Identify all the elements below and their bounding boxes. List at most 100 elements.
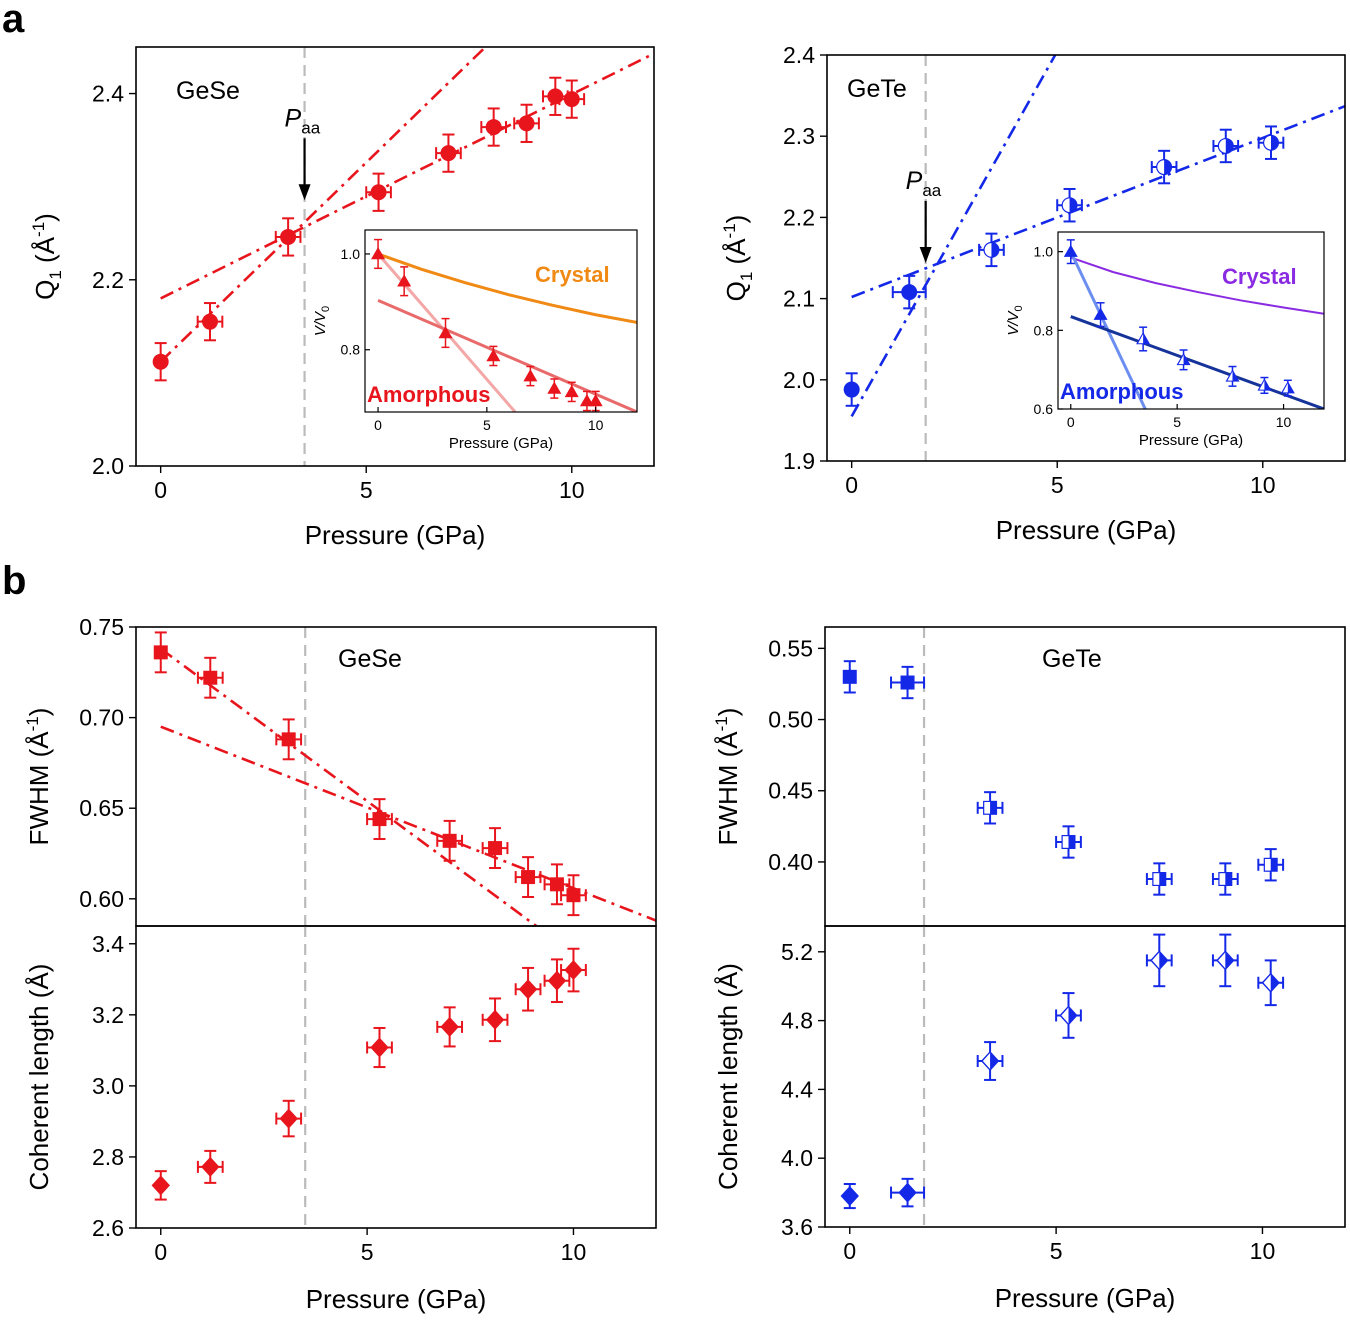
y-tick-label: 0.55 bbox=[768, 635, 813, 661]
amorphous-fit-shallow bbox=[1070, 315, 1324, 409]
x-tick-label: 0 bbox=[154, 1239, 167, 1265]
x-axis-label: Pressure (GPa) bbox=[306, 1284, 487, 1314]
amorphous-label: Amorphous bbox=[367, 382, 490, 407]
inset-x-tick-label: 5 bbox=[1173, 414, 1181, 430]
data-point-half bbox=[1157, 160, 1165, 174]
data-point-half bbox=[984, 802, 991, 814]
y-tick-label: 3.2 bbox=[92, 1002, 124, 1028]
inset-x-tick-label: 10 bbox=[1276, 414, 1292, 430]
y-axis-label: Q1 (Å-1) bbox=[29, 213, 65, 300]
data-point bbox=[566, 888, 581, 903]
paa-label: Paa bbox=[285, 104, 321, 137]
y-axis-label: Coherent length (Å) bbox=[713, 963, 743, 1190]
y-tick-label: 3.4 bbox=[92, 931, 124, 957]
plot-frame bbox=[824, 925, 1346, 1228]
data-point bbox=[370, 184, 387, 201]
data-point bbox=[485, 119, 502, 136]
inset-point-half bbox=[1282, 383, 1288, 393]
data-point bbox=[440, 1016, 459, 1037]
x-tick-label: 10 bbox=[559, 477, 585, 503]
data-point bbox=[442, 833, 457, 848]
plot-frame bbox=[135, 46, 655, 467]
inset-y-tick-label: 1.0 bbox=[341, 246, 361, 262]
y-tick-label: 0.65 bbox=[79, 795, 124, 821]
y-tick-label: 3.6 bbox=[781, 1214, 813, 1240]
inset-y-tick-label: 1.0 bbox=[1034, 244, 1054, 260]
chart-b_gete_coh: 3.6 4.0 4.4 4.8 5.2 0 5 10 Pressure (GPa) Coheren… bbox=[713, 925, 1346, 1313]
data-point bbox=[153, 645, 168, 660]
inset-point-half bbox=[1259, 380, 1265, 390]
y-tick-label: 1.9 bbox=[783, 448, 815, 474]
y-axis-label: FWHM (Å-1) bbox=[712, 708, 743, 846]
y-tick-label: 0.40 bbox=[768, 849, 813, 875]
y-tick-label: 0.75 bbox=[79, 614, 124, 640]
inset-bg bbox=[365, 230, 637, 412]
data-point bbox=[203, 670, 218, 685]
y-tick-label: 2.0 bbox=[92, 453, 124, 479]
fit-line bbox=[851, 104, 1345, 299]
inset-x-label: Pressure (GPa) bbox=[449, 435, 553, 452]
data-point-half bbox=[1061, 1007, 1069, 1024]
plot-frame bbox=[135, 925, 657, 1229]
chart-a_gete: 1.9 2.0 2.1 2.2 2.3 2.4 0 5 10 GeTe Pressure (GPa)… bbox=[720, 42, 1346, 545]
data-point bbox=[202, 313, 218, 330]
data-point-half bbox=[1219, 873, 1226, 885]
panel-letter-b: b bbox=[2, 559, 26, 603]
inset-y-label: V/V0 bbox=[312, 306, 332, 336]
y-tick-label: 2.4 bbox=[92, 81, 124, 107]
inset-point bbox=[547, 381, 562, 394]
y-tick-label: 2.2 bbox=[783, 204, 815, 230]
x-axis-label: Pressure (GPa) bbox=[305, 520, 486, 550]
y-axis-label: Q1 (Å-1) bbox=[720, 215, 756, 302]
data-point bbox=[521, 870, 536, 885]
crystal-label: Crystal bbox=[535, 262, 610, 287]
data-point-half bbox=[984, 243, 992, 257]
y-axis-label: Coherent length (Å) bbox=[24, 964, 54, 1191]
data-point bbox=[563, 91, 580, 108]
data-point-half bbox=[1062, 836, 1069, 848]
data-point bbox=[547, 88, 564, 105]
data-point-half bbox=[1264, 858, 1271, 871]
x-tick-label: 5 bbox=[360, 477, 373, 503]
y-tick-label: 2.3 bbox=[783, 123, 815, 149]
data-point bbox=[440, 145, 457, 162]
paa-arrow-head bbox=[298, 184, 311, 201]
x-tick-label: 10 bbox=[561, 1239, 587, 1265]
data-point-half bbox=[1218, 139, 1226, 153]
inset-point bbox=[438, 325, 453, 339]
inset-y-label: V/V0 bbox=[1005, 305, 1025, 335]
data-point-half bbox=[982, 1053, 991, 1070]
inset-point bbox=[486, 348, 501, 362]
inset-frame bbox=[364, 229, 638, 413]
y-tick-label: 0.50 bbox=[768, 707, 813, 733]
x-tick-label: 0 bbox=[843, 1238, 856, 1264]
y-tick-label: 4.4 bbox=[781, 1076, 813, 1102]
data-point bbox=[201, 1156, 220, 1177]
data-point bbox=[281, 732, 296, 747]
data-point bbox=[485, 1009, 505, 1030]
data-point bbox=[518, 115, 535, 132]
y-tick-label: 2.6 bbox=[92, 1215, 124, 1241]
x-tick-label: 0 bbox=[154, 477, 167, 503]
data-point bbox=[370, 1037, 389, 1058]
fit-line bbox=[850, 55, 1057, 417]
data-point bbox=[900, 675, 915, 690]
data-point bbox=[151, 1175, 170, 1196]
x-tick-label: 5 bbox=[361, 1239, 374, 1265]
inset-point bbox=[397, 274, 412, 287]
y-tick-label: 0.45 bbox=[768, 778, 813, 804]
data-point bbox=[1261, 972, 1280, 993]
data-point bbox=[280, 228, 297, 245]
fit-line bbox=[160, 52, 654, 300]
inset-point-half bbox=[1227, 371, 1233, 381]
data-point-half bbox=[1263, 974, 1271, 991]
fit-line bbox=[160, 725, 656, 922]
data-point bbox=[549, 877, 564, 892]
inset-x-tick-label: 10 bbox=[588, 417, 604, 433]
y-tick-label: 0.70 bbox=[79, 705, 124, 731]
x-tick-label: 5 bbox=[1051, 472, 1064, 498]
chart-title: GeSe bbox=[176, 77, 240, 105]
inset-point bbox=[371, 246, 386, 260]
inset-point bbox=[1093, 307, 1108, 320]
